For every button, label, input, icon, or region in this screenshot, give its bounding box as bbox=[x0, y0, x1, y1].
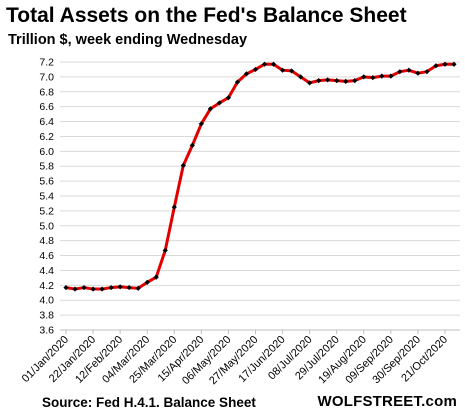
data-point-marker bbox=[207, 106, 213, 112]
y-tick-label: 4.8 bbox=[39, 235, 54, 247]
data-point-marker bbox=[234, 79, 241, 85]
y-tick-label: 6.4 bbox=[39, 116, 54, 128]
gridlines bbox=[60, 61, 460, 331]
y-tick-label: 6.2 bbox=[39, 131, 54, 143]
y-tick-label: 5.6 bbox=[39, 176, 54, 188]
source-note: Source: Fed H.4.1. Balance Sheet bbox=[42, 395, 256, 410]
data-point-marker bbox=[442, 61, 448, 67]
data-point-marker bbox=[99, 286, 105, 292]
data-point-marker bbox=[225, 95, 232, 101]
data-point-marker bbox=[406, 67, 412, 73]
data-point-marker bbox=[424, 69, 430, 75]
data-point-marker bbox=[117, 284, 123, 290]
data-point-marker bbox=[288, 68, 295, 74]
data-point-marker bbox=[252, 66, 259, 73]
brand-logo-text: WOLFSTREET.com bbox=[317, 393, 457, 410]
data-point-marker bbox=[451, 61, 457, 67]
data-point-marker bbox=[279, 67, 286, 73]
data-point-marker bbox=[198, 121, 204, 127]
data-point-marker bbox=[81, 284, 87, 291]
data-point-marker bbox=[343, 78, 349, 84]
y-tick-label: 4.6 bbox=[39, 250, 54, 262]
y-tick-label: 6.6 bbox=[39, 101, 54, 113]
chart-subtitle: Trillion $, week ending Wednesday bbox=[8, 32, 248, 48]
chart-title: Total Assets on the Fed's Balance Sheet bbox=[6, 4, 407, 27]
data-point-marker bbox=[108, 284, 114, 291]
data-point-marker bbox=[72, 286, 78, 292]
x-axis-ticks: 01/Jan/202022/Jan/202012/Feb/202004/Mar/… bbox=[20, 330, 450, 387]
markers-layer bbox=[63, 61, 457, 292]
data-point-marker bbox=[144, 279, 150, 285]
data-point-marker bbox=[316, 78, 322, 84]
data-point-marker bbox=[415, 70, 421, 76]
y-tick-label: 4.0 bbox=[39, 295, 54, 307]
data-point-marker bbox=[180, 162, 186, 169]
data-point-marker bbox=[153, 274, 159, 280]
data-point-marker bbox=[325, 77, 331, 83]
data-point-marker bbox=[388, 73, 394, 79]
data-point-marker bbox=[352, 78, 358, 84]
y-tick-label: 5.4 bbox=[39, 191, 54, 203]
y-tick-label: 6.8 bbox=[39, 86, 54, 98]
y-tick-label: 5.2 bbox=[39, 205, 54, 217]
data-point-marker bbox=[397, 69, 403, 75]
y-tick-label: 6.0 bbox=[39, 146, 54, 158]
data-point-marker bbox=[361, 74, 367, 80]
data-point-marker bbox=[334, 78, 340, 84]
y-tick-label: 4.2 bbox=[39, 280, 54, 292]
data-point-marker bbox=[379, 73, 385, 79]
data-point-marker bbox=[63, 284, 69, 291]
data-point-marker bbox=[298, 74, 304, 80]
data-point-marker bbox=[162, 247, 168, 253]
y-tick-label: 5.8 bbox=[39, 161, 54, 173]
data-point-marker bbox=[433, 63, 439, 69]
data-point-marker bbox=[216, 100, 222, 106]
data-point-marker bbox=[243, 71, 250, 77]
data-point-marker bbox=[171, 204, 177, 210]
data-point-marker bbox=[261, 61, 268, 67]
y-tick-label: 4.4 bbox=[39, 265, 54, 277]
y-tick-label: 5.0 bbox=[39, 220, 54, 232]
data-point-marker bbox=[135, 285, 141, 291]
y-tick-label: 7.2 bbox=[39, 57, 54, 69]
y-tick-label: 7.0 bbox=[39, 71, 54, 83]
data-point-marker bbox=[270, 61, 277, 67]
y-axis-ticks: 3.6 3.8 4.0 4.2 4.4 4.6 4.8 5.0 5.2 5.4 5.6 5.8 6.0 6… bbox=[39, 57, 54, 337]
data-point-marker bbox=[370, 75, 376, 81]
data-point-marker bbox=[90, 286, 96, 292]
data-point-marker bbox=[189, 142, 195, 148]
data-point-marker bbox=[307, 80, 313, 86]
y-tick-label: 3.6 bbox=[39, 325, 54, 337]
y-tick-label: 3.8 bbox=[39, 310, 54, 322]
data-point-marker bbox=[126, 284, 132, 291]
